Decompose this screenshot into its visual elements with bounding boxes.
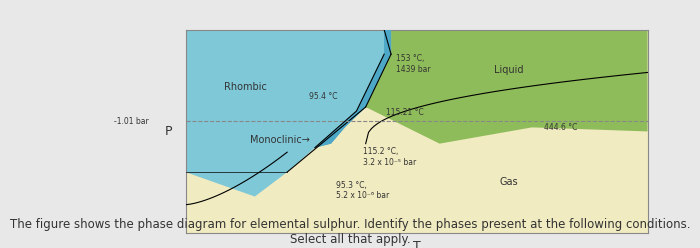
Text: P: P bbox=[164, 125, 172, 138]
Text: Liquid: Liquid bbox=[494, 65, 524, 75]
Polygon shape bbox=[315, 30, 391, 148]
Text: -1.01 bar: -1.01 bar bbox=[114, 117, 148, 126]
Text: The figure shows the phase diagram for elemental sulphur. Identify the phases pr: The figure shows the phase diagram for e… bbox=[10, 217, 690, 246]
Text: Rhombic: Rhombic bbox=[224, 82, 267, 92]
Text: 95.4 °C: 95.4 °C bbox=[309, 92, 338, 101]
Text: T: T bbox=[412, 240, 421, 248]
Polygon shape bbox=[186, 30, 384, 196]
Text: 95.3 °C,
5.2 x 10⁻⁶ bar: 95.3 °C, 5.2 x 10⁻⁶ bar bbox=[336, 181, 389, 200]
Text: 115.2 °C,
3.2 x 10⁻⁵ bar: 115.2 °C, 3.2 x 10⁻⁵ bar bbox=[363, 147, 416, 167]
Polygon shape bbox=[315, 30, 391, 148]
Text: 153 °C,
1439 bar: 153 °C, 1439 bar bbox=[395, 54, 430, 74]
Text: Monoclinic→: Monoclinic→ bbox=[250, 135, 310, 145]
Text: 444.6 °C: 444.6 °C bbox=[543, 123, 577, 132]
Polygon shape bbox=[365, 30, 648, 144]
Text: Gas: Gas bbox=[500, 177, 518, 187]
Text: 115.21 °C: 115.21 °C bbox=[386, 108, 424, 117]
